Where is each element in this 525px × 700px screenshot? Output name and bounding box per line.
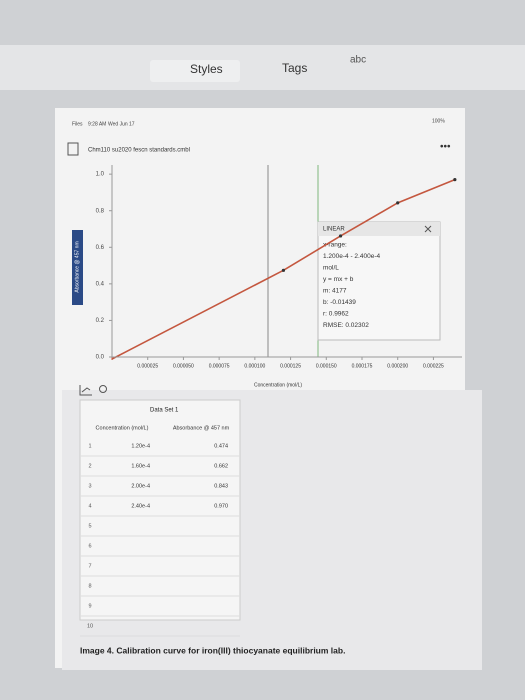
- x-tick-label: 0.000050: [173, 363, 194, 369]
- file-name: Chm110 su2020 fescn standards.cmbl: [88, 148, 190, 154]
- table-cell: 0.474: [214, 443, 228, 449]
- y-tick-label: 0.2: [96, 318, 105, 324]
- data-line: [283, 178, 456, 272]
- table-cell: 2.40e-4: [131, 503, 150, 509]
- fit-line-text: m: 4177: [323, 288, 347, 295]
- row-number: 2: [88, 463, 91, 469]
- data-table: [79, 399, 241, 621]
- x-tick-label: 0.000200: [387, 363, 408, 369]
- x-tick-label: 0.000100: [244, 363, 265, 369]
- status-date: Wed Jun 17: [108, 121, 135, 127]
- abc-label[interactable]: abc: [350, 55, 366, 66]
- data-point: [396, 201, 400, 205]
- toolbar: [0, 45, 525, 90]
- table-cell: 1.20e-4: [131, 443, 150, 449]
- data-point: [453, 178, 457, 182]
- close-icon[interactable]: [424, 225, 432, 233]
- fit-box: [317, 221, 441, 341]
- zoom-icon[interactable]: [99, 385, 107, 393]
- fit-lines: x-range: 1.200e-4 - 2.400e-4 mol/L y = mx +…: [323, 242, 380, 330]
- x-axis-label: Concentration (mol/L): [254, 382, 302, 388]
- y-axis-label: Absorbance @ 457 nm: [74, 241, 80, 292]
- row-number: 1: [88, 443, 91, 449]
- y-tick-label: 0.8: [96, 208, 105, 214]
- row-number: 5: [88, 523, 91, 529]
- row-number: 10: [87, 623, 93, 629]
- fit-line-text: x-range:: [323, 242, 347, 249]
- table-header: Absorbance @ 457 nm: [173, 425, 230, 431]
- y-tick-label: 0.4: [96, 281, 105, 287]
- x-tick-label: 0.000125: [280, 363, 301, 369]
- fit-line-text: b: -0.01439: [323, 299, 356, 306]
- fit-box-header: [318, 222, 440, 236]
- more-menu[interactable]: •••: [440, 142, 451, 153]
- y-tick-label: 1.0: [96, 172, 105, 178]
- table-header: Concentration (mol/L): [96, 425, 149, 431]
- table-cell: 0.662: [214, 463, 228, 469]
- tags-label[interactable]: Tags: [282, 61, 307, 75]
- row-number: 7: [88, 563, 91, 569]
- fit-line-text: mol/L: [323, 265, 339, 272]
- styles-button[interactable]: [150, 60, 240, 82]
- x-tick-label: 0.000175: [352, 363, 373, 369]
- x-tick-label: 0.000075: [209, 363, 230, 369]
- fit-line-text: RMSE: 0.02302: [323, 322, 369, 329]
- status-battery: 100%: [432, 118, 445, 124]
- row-number: 3: [88, 483, 91, 489]
- y-tick-label: 0.6: [96, 245, 105, 251]
- y-tick-label: 0.0: [96, 355, 105, 361]
- fit-title: LINEAR: [323, 227, 345, 233]
- table-cell: 0.970: [214, 503, 228, 509]
- data-point: [338, 234, 343, 238]
- status-time: 9:28 AM: [88, 121, 106, 127]
- table-cell: 1.60e-4: [131, 463, 150, 469]
- x-tick-label: 0.000025: [137, 363, 158, 369]
- table-title: Data Set 1: [150, 408, 179, 414]
- fit-line-text: r: 0.9962: [323, 311, 349, 318]
- row-number: 9: [88, 603, 91, 609]
- fit-line-text: 1.200e-4 - 2.400e-4: [323, 253, 380, 260]
- x-tick-label: 0.000150: [316, 363, 337, 369]
- fit-line-text: y = mx + b: [323, 276, 354, 283]
- data-point: [281, 268, 286, 272]
- table-cell: 2.00e-4: [131, 483, 150, 489]
- caption: Image 4. Calibration curve for iron(III)…: [80, 645, 345, 655]
- fit-line-extension: [111, 269, 284, 360]
- file-icon: [67, 142, 79, 156]
- x-tick-label: 0.000225: [423, 363, 444, 369]
- row-number: 6: [88, 543, 91, 549]
- styles-label[interactable]: Styles: [190, 62, 223, 76]
- y-label-box: [72, 230, 83, 305]
- graph-tool-icon[interactable]: [79, 385, 92, 396]
- row-number: 8: [88, 583, 91, 589]
- row-number: 4: [88, 503, 91, 509]
- table-body: 1 2 3 4 5 6 7 8 9 10 1.20e-4 0.474 1.60e-4 0.662 2.00e…: [80, 443, 240, 637]
- table-cell: 0.843: [214, 483, 228, 489]
- status-app: Files: [72, 121, 83, 127]
